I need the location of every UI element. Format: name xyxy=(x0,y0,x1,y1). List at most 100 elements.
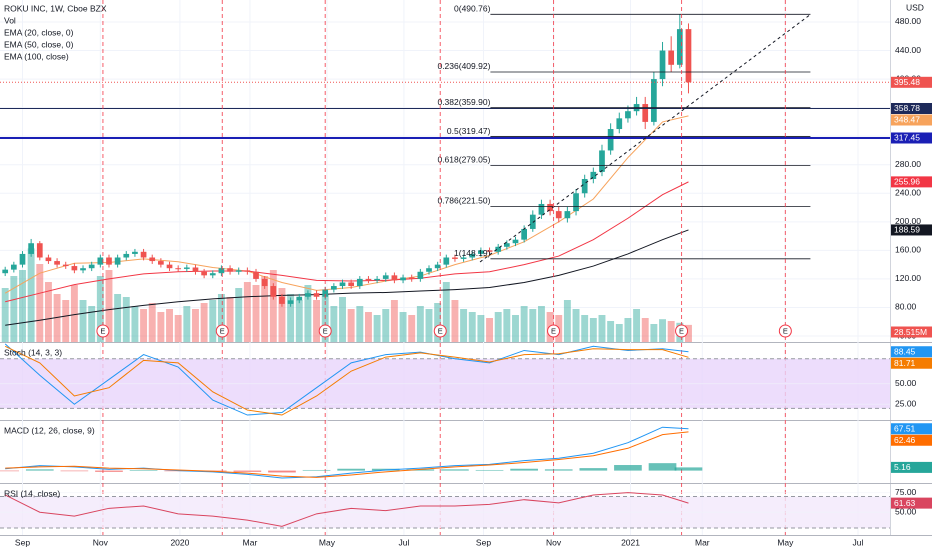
price-tag xyxy=(891,497,932,509)
price-pane xyxy=(0,13,890,342)
price-tag xyxy=(891,76,932,88)
x-tick-label: May xyxy=(777,537,794,547)
price-tag xyxy=(891,346,932,358)
candle-body xyxy=(80,268,86,271)
price-tag xyxy=(891,434,932,446)
y-tick-label: 240.00 xyxy=(895,188,921,198)
candle-body xyxy=(244,270,251,272)
candle-body xyxy=(10,264,17,270)
candle-body xyxy=(573,193,579,212)
x-tick-label: Mar xyxy=(243,537,258,547)
x-tick-label: Sep xyxy=(476,537,491,547)
y-tick-label: 50.00 xyxy=(895,378,917,388)
candle-body xyxy=(348,282,355,287)
volume-bar xyxy=(88,306,96,342)
candle-body xyxy=(296,296,303,301)
y-tick-label: 480.00 xyxy=(895,16,921,26)
x-tick-label: 2021 xyxy=(621,537,640,547)
candle-body xyxy=(374,278,380,281)
indicator-line xyxy=(5,431,689,478)
volume-bar xyxy=(295,300,303,342)
candle-body xyxy=(279,296,285,304)
volume-bar xyxy=(174,315,182,342)
volume-bar xyxy=(114,294,122,342)
candle-body xyxy=(183,267,190,269)
histogram-bar xyxy=(510,468,538,471)
volume-bar xyxy=(140,309,148,342)
candle-body xyxy=(313,293,320,297)
volume-bar xyxy=(416,306,424,342)
volume-bar xyxy=(183,306,191,342)
indicator-line xyxy=(4,343,689,416)
event-marker xyxy=(433,324,447,338)
volume-bar xyxy=(537,306,545,342)
volume-bar xyxy=(520,306,528,342)
pane-title: MACD (12, 26, close, 9) xyxy=(4,425,95,435)
candle-body xyxy=(495,246,502,252)
indicator-line xyxy=(4,345,689,416)
volume-bar xyxy=(235,288,243,342)
fib-label: 0.382(359.90) xyxy=(437,97,490,107)
trend-line xyxy=(479,14,811,263)
event-marker xyxy=(318,324,332,338)
volume-bar xyxy=(131,306,139,342)
candle-body xyxy=(434,264,441,269)
volume-bar xyxy=(243,282,251,342)
candle-body xyxy=(426,268,432,272)
price-tag-label: 348.47 xyxy=(894,115,920,125)
x-tick-label: Nov xyxy=(93,537,109,547)
price-tag xyxy=(891,357,932,369)
volume-bar xyxy=(572,309,580,342)
candle-body xyxy=(140,251,147,258)
y-tick-label: 80.00 xyxy=(895,302,917,312)
candle-body xyxy=(235,270,242,272)
candle-body xyxy=(19,253,26,265)
legend-entry: EMA (100, close) xyxy=(4,51,69,61)
histogram-bar xyxy=(268,470,296,473)
histogram-bar xyxy=(406,469,435,471)
candle-body xyxy=(62,264,69,267)
candle-body xyxy=(408,277,415,279)
volume-bar xyxy=(408,315,416,342)
price-tag-label: 358.78 xyxy=(894,103,920,113)
volume-bar xyxy=(373,315,381,342)
volume-bar xyxy=(390,300,398,342)
volume-bar xyxy=(166,309,173,342)
volume-bar xyxy=(70,285,78,342)
histogram-bar xyxy=(337,468,365,471)
volume-bar xyxy=(330,306,338,342)
event-label: E xyxy=(100,326,105,335)
candle-body xyxy=(599,150,605,172)
volume-bar xyxy=(581,315,589,342)
volume-bar xyxy=(209,300,217,342)
y-tick-label: 160.00 xyxy=(895,245,921,255)
candle-body xyxy=(685,29,692,83)
price-tag-label: 395.48 xyxy=(894,77,920,87)
candle-body xyxy=(547,203,553,212)
pane-title: RSI (14, close) xyxy=(4,488,60,498)
candle-body xyxy=(227,268,233,272)
currency-label: USD xyxy=(906,2,924,12)
histogram-bar xyxy=(129,469,158,471)
volume-bar xyxy=(287,294,295,342)
candle-body xyxy=(149,257,156,262)
volume-bar xyxy=(624,318,632,342)
candle-body xyxy=(382,275,389,279)
price-tag-label: 255.96 xyxy=(894,177,920,187)
x-tick-label: Mar xyxy=(695,537,710,547)
histogram-bar xyxy=(648,463,677,471)
volume-bar xyxy=(53,294,61,342)
candle-body xyxy=(651,79,657,122)
price-tag-label: 5.16 xyxy=(894,462,911,472)
pane-title: Stoch (14, 3, 3) xyxy=(4,347,62,357)
candle-body xyxy=(97,257,104,265)
volume-bar xyxy=(650,324,658,342)
event-label: E xyxy=(551,326,556,335)
candle-body xyxy=(54,261,60,265)
volume-bar xyxy=(659,319,666,342)
volume-bar xyxy=(615,324,623,342)
candle-body xyxy=(512,239,519,244)
volume-bar xyxy=(96,276,104,342)
price-tag xyxy=(891,224,932,236)
